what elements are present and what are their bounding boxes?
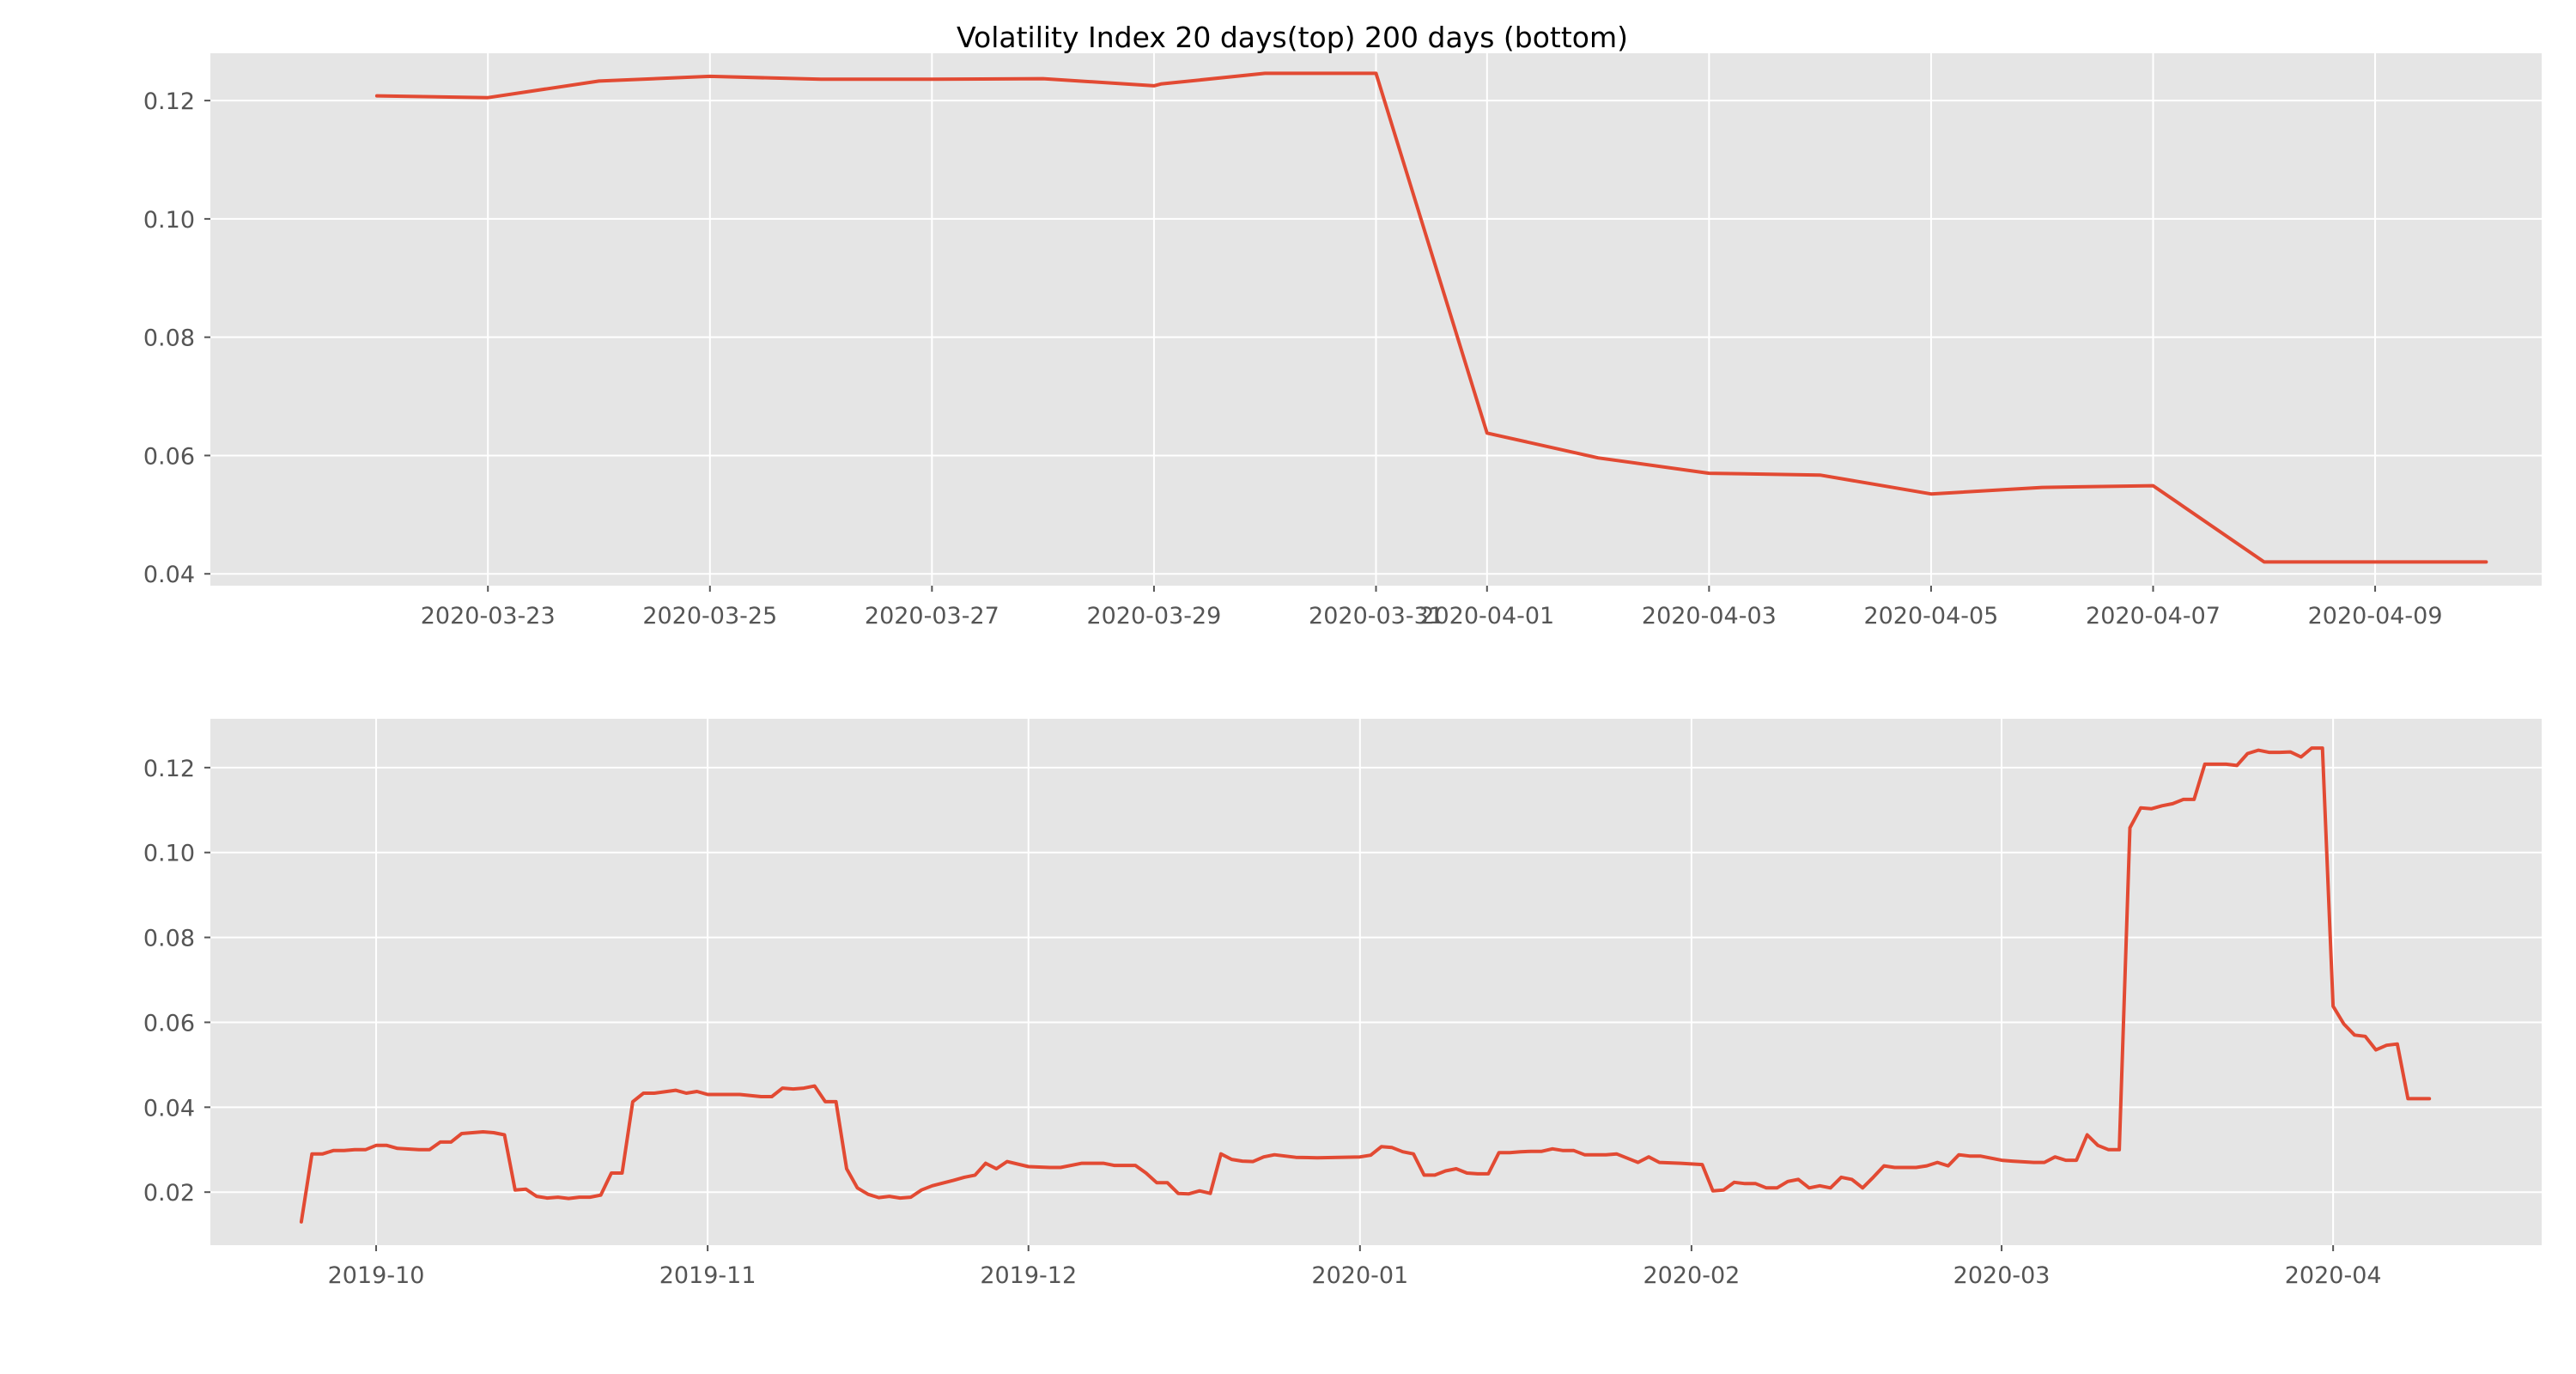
top-panel-y-axis: 0.04 0.06 0.08 0.10 0.12 <box>143 88 210 588</box>
bottom-x-tick-label: 2019-12 <box>980 1262 1077 1289</box>
bottom-y-tick-label: 0.10 <box>143 841 195 867</box>
bottom-y-tick-label: 0.12 <box>143 756 195 782</box>
top-panel-gridlines <box>210 53 2542 586</box>
top-x-tick-label: 2020-03-23 <box>421 603 556 629</box>
bottom-x-tick-label: 2019-11 <box>659 1262 756 1289</box>
bottom-panel-x-axis: 2019-10 2019-11 2019-12 2020-01 2020-02 2020-… <box>328 1245 2382 1289</box>
top-panel-x-axis: 2020-03-23 2020-03-25 2020-03-27 2020-03-29… <box>421 586 2443 629</box>
bottom-x-tick-label: 2020-01 <box>1311 1262 1408 1289</box>
top-panel-series <box>374 71 2488 564</box>
top-x-tick-label: 2020-03-29 <box>1086 603 1221 629</box>
top-panel-20-days: 2020-03-23 2020-03-25 2020-03-27 2020-03-29… <box>143 53 2542 629</box>
top-x-tick-label: 2020-04-09 <box>2308 603 2443 629</box>
top-y-tick-label: 0.10 <box>143 207 195 234</box>
top-x-tick-label: 2020-03-25 <box>642 603 777 629</box>
bottom-panel-y-axis: 0.02 0.04 0.06 0.08 0.10 0.12 <box>143 756 210 1207</box>
figure-title: Volatility Index 20 days(top) 200 days (… <box>957 21 1628 54</box>
top-x-tick-label: 2020-04-03 <box>1642 603 1777 629</box>
top-x-tick-label: 2020-04-07 <box>2086 603 2221 629</box>
bottom-panel-200-days: 2019-10 2019-11 2019-12 2020-01 2020-02 2020-… <box>143 719 2542 1289</box>
top-y-tick-label: 0.12 <box>143 88 195 115</box>
bottom-y-tick-label: 0.06 <box>143 1010 195 1037</box>
top-x-tick-label: 2020-04-05 <box>1863 603 1998 629</box>
top-y-tick-label: 0.08 <box>143 325 195 352</box>
bottom-x-tick-label: 2020-03 <box>1953 1262 2050 1289</box>
top-volatility-line <box>374 71 2488 564</box>
bottom-x-tick-label: 2020-04 <box>2285 1262 2382 1289</box>
bottom-y-tick-label: 0.08 <box>143 926 195 952</box>
bottom-x-tick-label: 2020-02 <box>1643 1262 1740 1289</box>
bottom-x-tick-label: 2019-10 <box>328 1262 425 1289</box>
top-x-tick-label: 2020-03-27 <box>865 603 999 629</box>
top-x-tick-label: 2020-03-31 <box>1309 603 1443 629</box>
top-y-tick-label: 0.06 <box>143 443 195 470</box>
bottom-volatility-line <box>299 746 2432 1224</box>
bottom-y-tick-label: 0.04 <box>143 1095 195 1122</box>
top-y-tick-label: 0.04 <box>143 562 195 588</box>
bottom-y-tick-label: 0.02 <box>143 1180 195 1207</box>
bottom-panel-series <box>299 746 2432 1224</box>
top-x-tick-label: 2020-04-01 <box>1419 603 1554 629</box>
